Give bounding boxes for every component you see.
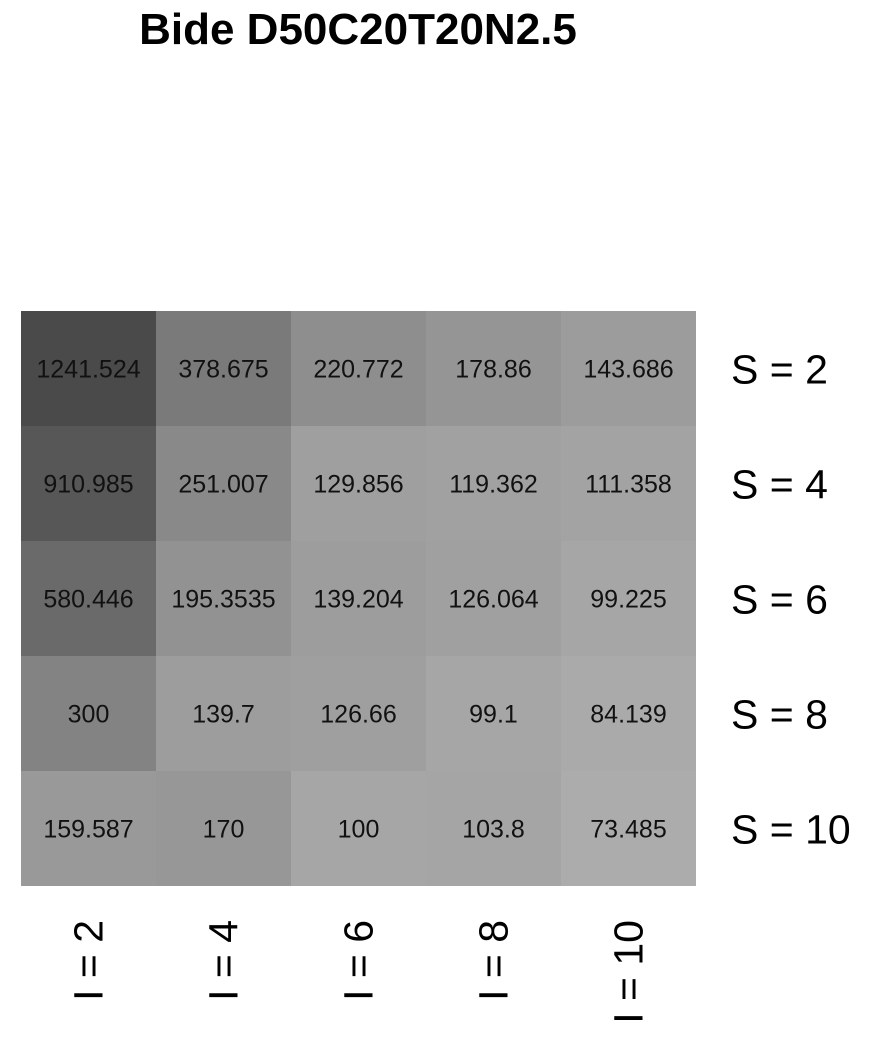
column-label: I = 2 <box>66 920 112 1001</box>
heatmap-cell <box>426 771 561 886</box>
row-label: S = 10 <box>731 807 851 853</box>
cell-value-label: 139.204 <box>313 586 403 614</box>
heatmap-cell <box>291 541 426 656</box>
cell-value-label: 300 <box>68 701 110 729</box>
heatmap-cell <box>291 656 426 771</box>
heatmap-cells <box>21 311 696 886</box>
heatmap-cell <box>426 426 561 541</box>
chart-title: Bide D50C20T20N2.5 <box>139 5 577 54</box>
cell-value-label: 119.362 <box>449 471 538 499</box>
column-label: I = 8 <box>471 920 517 1001</box>
cell-value-label: 126.064 <box>448 586 538 614</box>
cell-value-label: 103.8 <box>462 816 525 844</box>
row-label: S = 4 <box>731 462 828 508</box>
cell-value-label: 195.3535 <box>171 586 275 614</box>
heatmap-cell <box>156 311 291 426</box>
heatmap-cell <box>21 656 156 771</box>
row-label: S = 6 <box>731 577 828 623</box>
cell-value-label: 99.1 <box>469 701 518 729</box>
row-label: S = 8 <box>731 692 828 738</box>
heatmap-cell <box>561 771 696 886</box>
cell-value-label: 220.772 <box>313 356 403 384</box>
cell-value-label: 126.66 <box>320 701 396 729</box>
cell-value-label: 170 <box>203 816 245 844</box>
cell-value-label: 129.856 <box>313 471 403 499</box>
heatmap-cell <box>561 656 696 771</box>
heatmap-cell <box>21 541 156 656</box>
heatmap-cell <box>426 656 561 771</box>
heatmap-cell <box>156 426 291 541</box>
heatmap-cell <box>561 311 696 426</box>
cell-value-label: 178.86 <box>455 356 531 384</box>
column-label: I = 10 <box>606 920 652 1024</box>
column-label: I = 6 <box>336 920 382 1001</box>
heatmap-cell <box>291 771 426 886</box>
cell-value-labels: 1241.524 378.675 220.772 178.86 143.686 910.9… <box>36 356 673 844</box>
cell-value-label: 910.985 <box>43 471 133 499</box>
row-labels: S = 2 S = 4 S = 6 S = 8 S = 10 <box>731 347 851 853</box>
cell-value-label: 251.007 <box>178 471 268 499</box>
cell-value-label: 143.686 <box>583 356 673 384</box>
cell-value-label: 111.358 <box>585 471 672 499</box>
heatmap-cell <box>426 541 561 656</box>
column-labels: I = 2 I = 4 I = 6 I = 8 I = 10 <box>66 920 652 1024</box>
cell-value-label: 139.7 <box>192 701 255 729</box>
heatmap-cell <box>156 656 291 771</box>
cell-value-label: 159.587 <box>43 816 133 844</box>
cell-value-label: 73.485 <box>590 816 666 844</box>
cell-value-label: 84.139 <box>590 701 666 729</box>
column-label: I = 4 <box>201 920 247 1001</box>
heatmap-cell <box>561 426 696 541</box>
cell-value-label: 99.225 <box>590 586 666 614</box>
heatmap-cell <box>291 426 426 541</box>
cell-value-label: 580.446 <box>43 586 133 614</box>
row-label: S = 2 <box>731 347 828 393</box>
heatmap-cell <box>156 771 291 886</box>
cell-value-label: 378.675 <box>178 356 268 384</box>
heatmap-cell <box>426 311 561 426</box>
cell-value-label: 1241.524 <box>36 356 140 384</box>
heatmap-cell <box>21 426 156 541</box>
heatmap-cell <box>291 311 426 426</box>
cell-value-label: 100 <box>338 816 380 844</box>
heatmap-cell <box>561 541 696 656</box>
heatmap-cell <box>21 311 156 426</box>
heatmap-cell <box>156 541 291 656</box>
heatmap-cell <box>21 771 156 886</box>
